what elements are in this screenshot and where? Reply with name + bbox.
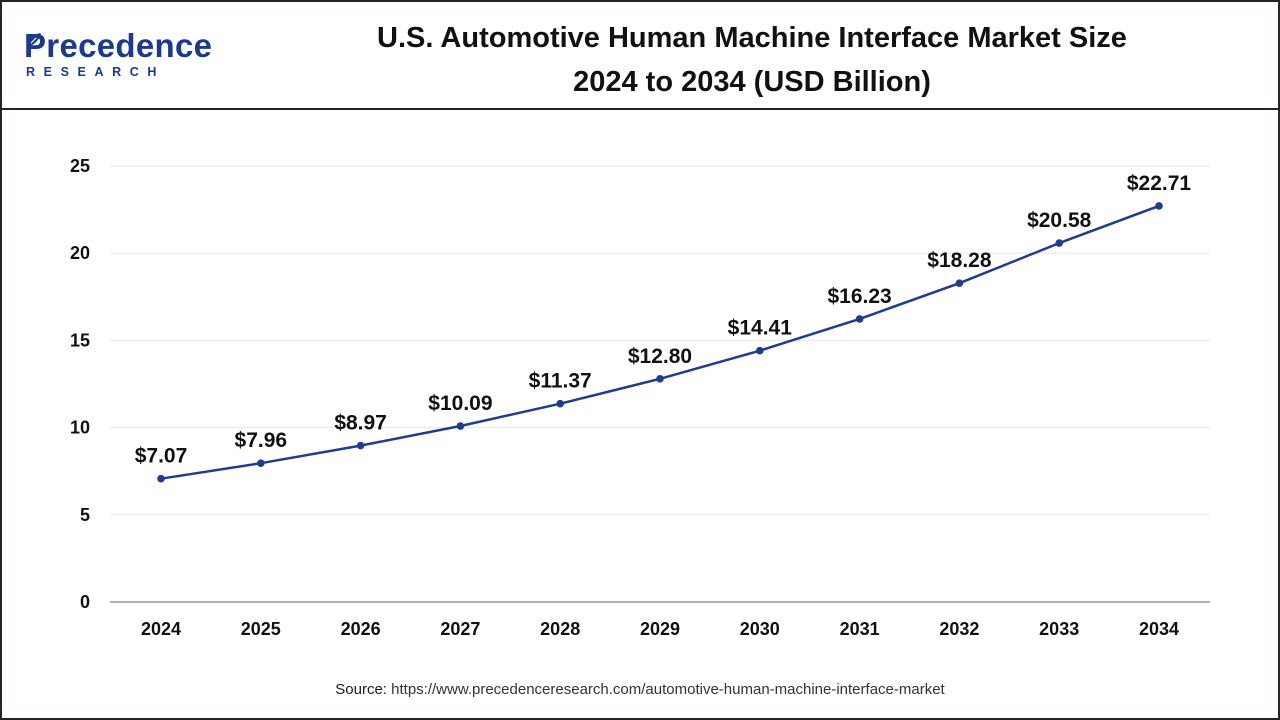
y-tick-label-15: 15: [70, 330, 90, 350]
data-label-2031: $16.23: [827, 285, 891, 308]
y-tick-label-0: 0: [80, 592, 90, 612]
x-tick-label-2027: 2027: [440, 619, 480, 639]
source-label: Source:: [335, 681, 387, 698]
x-tick-label-2029: 2029: [640, 619, 680, 639]
data-point-2033: [1055, 239, 1063, 247]
x-tick-label-2034: 2034: [1139, 619, 1179, 639]
data-point-2024: [157, 474, 165, 483]
data-label-2032: $18.28: [927, 249, 992, 272]
data-label-2025: $7.96: [235, 429, 288, 452]
x-tick-label-2031: 2031: [840, 619, 880, 639]
data-point-2034: [1155, 202, 1163, 210]
y-tick-label-5: 5: [80, 505, 90, 525]
data-label-2033: $20.58: [1027, 209, 1092, 232]
page-title: U.S. Automotive Human Machine Interface …: [242, 16, 1262, 104]
series: [160, 204, 1160, 480]
x-tick-label-2030: 2030: [740, 619, 780, 639]
header: Precedence RESEARCH U.S. Automotive Huma…: [2, 2, 1278, 110]
data-label-2028: $11.37: [529, 370, 592, 393]
x-tick-label-2026: 2026: [341, 619, 381, 639]
logo-text: Precedence: [24, 27, 213, 64]
data-point-2030: [756, 346, 764, 355]
y-tick-label-25: 25: [70, 156, 90, 176]
data-point-2032: [955, 279, 964, 287]
data-point-2025: [257, 459, 265, 467]
data-labels: $7.07 $7.96 $8.97 $10.09 $11.37 $12.80 $14.41 $…: [135, 172, 1192, 468]
x-tick-label-2024: 2024: [141, 619, 181, 639]
x-tick-label-2032: 2032: [939, 619, 979, 639]
data-point-2026: [356, 441, 365, 450]
y-tick-label-20: 20: [70, 243, 90, 263]
source-line: Source: https://www.precedenceresearch.c…: [2, 681, 1278, 698]
y-tick-labels: 0 5 10 15 20 25: [70, 156, 90, 612]
data-label-2024: $7.07: [135, 445, 188, 468]
data-label-2030: $14.41: [728, 317, 793, 340]
data-point-2028: [556, 399, 564, 408]
leaf-icon: [27, 33, 41, 47]
data-point-2029: [656, 374, 664, 383]
data-point-2031: [855, 315, 864, 323]
logo-subtext: RESEARCH: [26, 65, 165, 79]
title-line-1: U.S. Automotive Human Machine Interface …: [377, 22, 1127, 54]
data-point-2027: [456, 422, 465, 430]
series-line: [160, 204, 1160, 480]
data-label-2027: $10.09: [428, 392, 492, 415]
x-tick-labels: 2024 2025 2026 2027 2028 2029 2030 2031 2032 2033…: [141, 619, 1179, 639]
title-line-2: 2024 to 2034 (USD Billion): [573, 66, 931, 98]
x-tick-label-2025: 2025: [241, 619, 281, 639]
data-points: [157, 202, 1163, 483]
data-label-2026: $8.97: [334, 412, 387, 435]
source-url[interactable]: https://www.precedenceresearch.com/autom…: [391, 681, 945, 698]
x-tick-label-2028: 2028: [540, 619, 580, 639]
x-tick-label-2033: 2033: [1039, 619, 1079, 639]
data-label-2034: $22.71: [1127, 172, 1192, 195]
y-tick-label-10: 10: [70, 418, 90, 438]
grid-lines: [110, 165, 1210, 516]
brand-logo: Precedence RESEARCH: [24, 28, 224, 88]
data-label-2029: $12.80: [628, 345, 692, 368]
